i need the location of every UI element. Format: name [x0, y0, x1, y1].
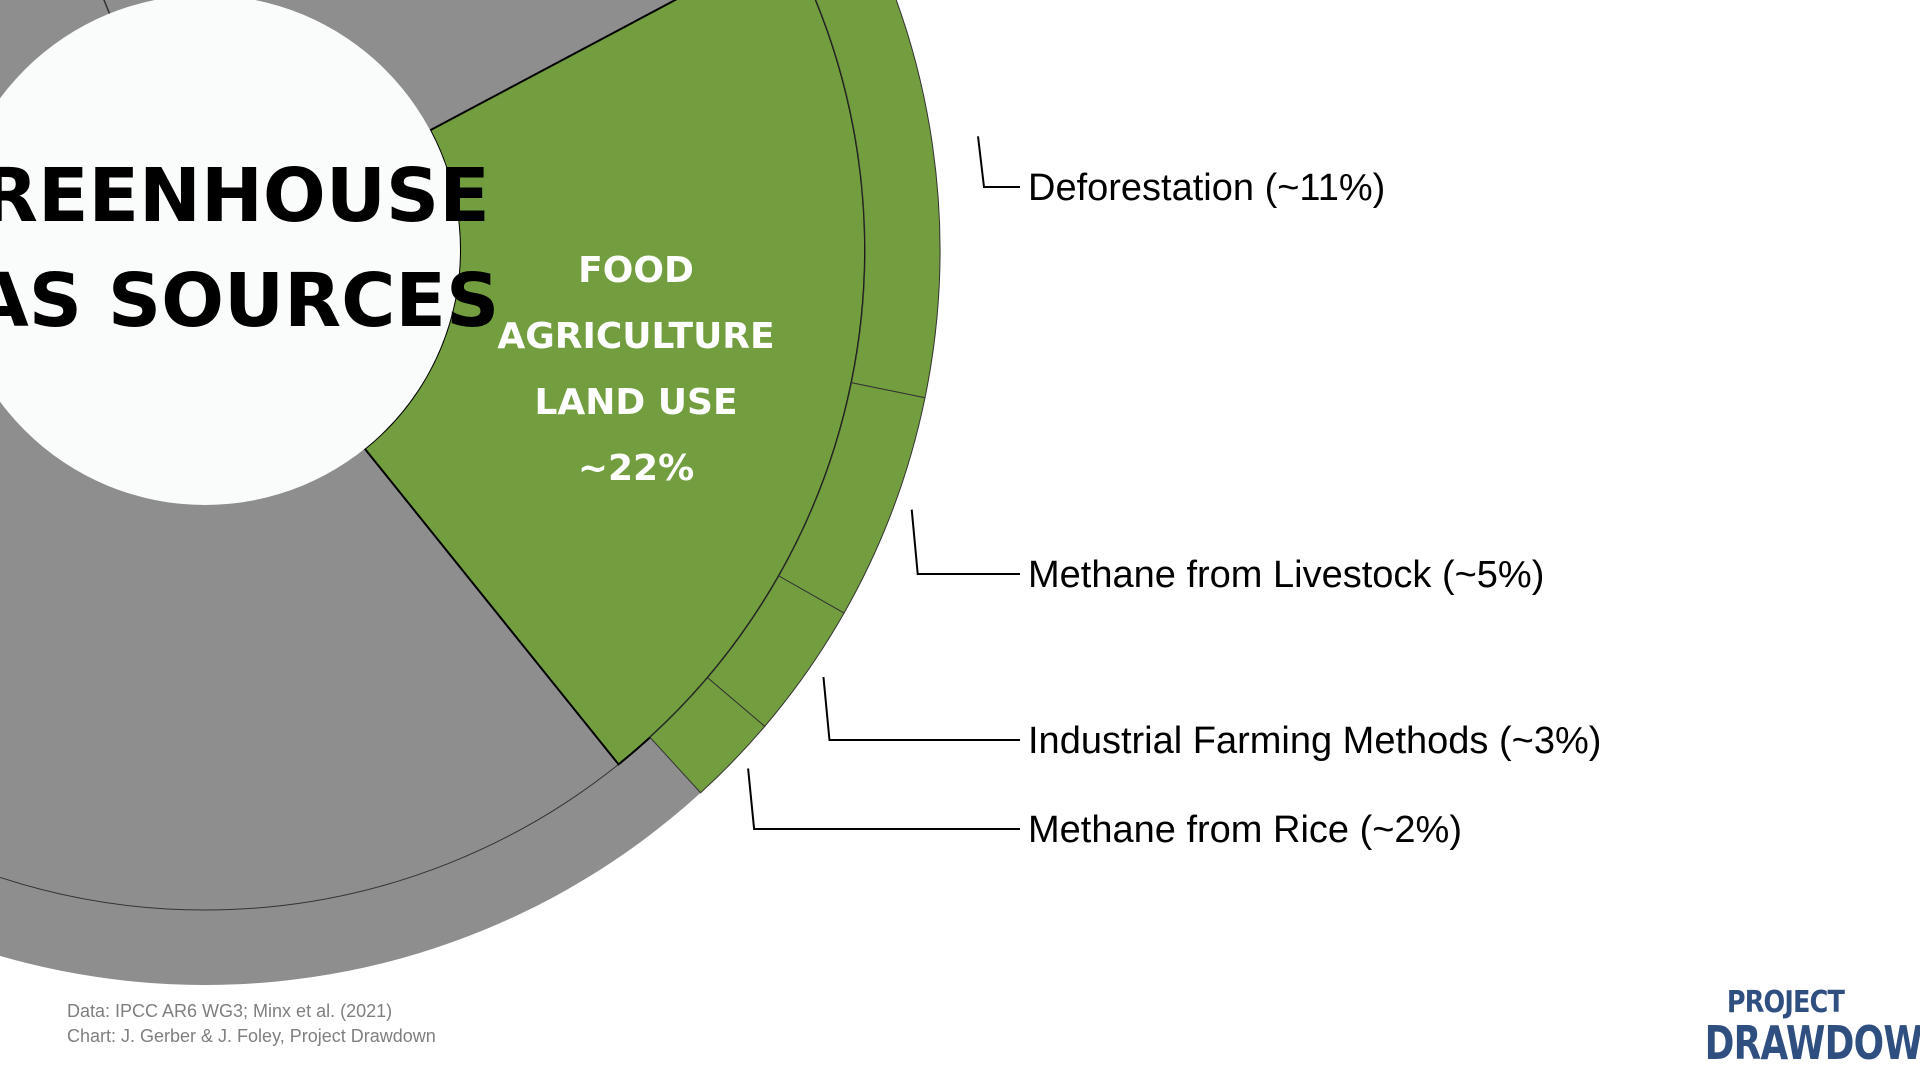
callout-leader-4 — [747, 768, 1020, 830]
project-drawdown-logo: PROJECT DRAWDOWN — [1654, 985, 1920, 1070]
callout-label-1: Deforestation (~11%) — [1028, 167, 1385, 209]
segment-label-line-2: AGRICULTURE — [497, 316, 774, 357]
chart-layer — [0, 0, 941, 985]
segment-label-line-3: LAND USE — [534, 382, 737, 423]
callout-leader-1 — [977, 136, 1020, 188]
callout-label-4: Methane from Rice (~2%) — [1028, 809, 1462, 851]
callout-leader-2 — [910, 509, 1020, 575]
segment-label-line-1: FOOD — [578, 250, 694, 291]
donut-center-hole — [0, 0, 460, 505]
chart-title-line-1: GREENHOUSE — [0, 153, 490, 239]
chart-title-line-2: GAS SOURCES — [0, 258, 499, 344]
logo-line-drawdown: DRAWDOWN — [1704, 1016, 1920, 1070]
callout-leader-3 — [822, 676, 1020, 741]
source-note: Data: IPCC AR6 WG3; Minx et al. (2021) C… — [67, 999, 436, 1049]
source-data-line: Data: IPCC AR6 WG3; Minx et al. (2021) — [67, 1001, 393, 1021]
callout-label-2: Methane from Livestock (~5%) — [1028, 554, 1544, 596]
callout-label-3: Industrial Farming Methods (~3%) — [1028, 720, 1601, 762]
source-chart-line: Chart: J. Gerber & J. Foley, Project Dra… — [67, 1026, 436, 1046]
sub-segment-4 — [649, 677, 766, 794]
callout-group: Deforestation (~11%) Methane from Livesto… — [747, 136, 1601, 851]
logo-line-project: PROJECT — [1726, 985, 1845, 1020]
segment-value-label: ~22% — [578, 448, 694, 489]
